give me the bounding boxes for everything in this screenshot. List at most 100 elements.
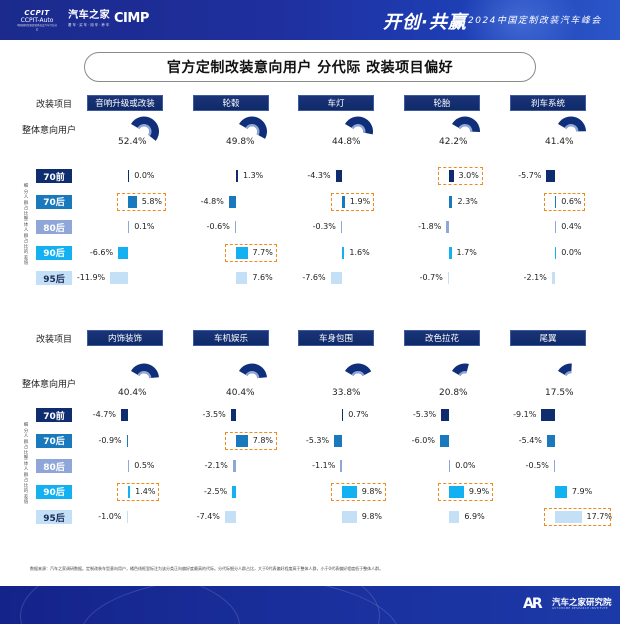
category-header: 刹车系统 <box>510 95 586 111</box>
diff-bar <box>446 221 449 234</box>
diff-bar <box>441 409 449 421</box>
generation-label: 95后 <box>36 510 72 525</box>
diff-bar <box>334 434 342 447</box>
top-preference-highlight-box <box>225 243 277 262</box>
diff-value: -2.5% <box>204 486 228 496</box>
chart-section-1: 改装项目 整体意向用户 细分人群占比整体人群占比的差值 70前 70后 80后 90后 95后… <box>0 95 620 310</box>
diff-bar <box>128 195 137 208</box>
category-header: 车灯 <box>298 95 374 111</box>
diff-value: 0.0% <box>455 461 476 471</box>
diff-value: -2.1% <box>523 273 547 283</box>
overall-intent-value: 41.4% <box>545 137 574 147</box>
slogan: 开创·共赢 <box>383 12 467 33</box>
summit-name: 2024中国定制改装汽车峰会 <box>468 16 602 26</box>
top-preference-highlight-box <box>225 431 277 450</box>
diff-value: 9.9% <box>468 486 490 496</box>
overall-intent-value: 42.2% <box>439 137 468 147</box>
diff-value: 1.3% <box>242 171 264 180</box>
top-preference-highlight-box <box>438 482 493 501</box>
category-row-label: 改装项目 <box>35 100 72 110</box>
diff-value: 1.7% <box>456 247 477 257</box>
vertical-axis-note: 细分人群占比整体人群占比的差值 <box>23 423 29 505</box>
diff-value: -6.0% <box>411 435 435 445</box>
diff-value: 0.7% <box>348 410 369 419</box>
autohome-research-logo-icon: AR <box>523 596 543 612</box>
autohome-logo-sub: 看车·买车·用车·养车 <box>68 23 111 27</box>
diff-value: 9.8% <box>361 486 383 496</box>
diff-bar <box>110 272 128 285</box>
diff-value: -0.7% <box>419 273 443 283</box>
diff-bar <box>236 434 248 447</box>
overall-intent-gauge-icon <box>452 116 480 133</box>
diff-value: 7.6% <box>252 273 273 283</box>
ccpit-logo-text: CCPIT-Auto <box>20 17 54 24</box>
diff-bar <box>449 195 453 208</box>
autohome-logo-text: 汽车之家 <box>68 10 111 21</box>
diff-value: 1.6% <box>349 247 370 257</box>
diff-value: 0.1% <box>134 222 155 232</box>
category-header: 尾翼 <box>510 330 586 346</box>
data-source-footnote: 数据来源：汽车之家调研数据。定制改装车型意向用户，橘色线框里标注为该分类正向偏好… <box>30 566 384 571</box>
category-header: 车机娱乐 <box>193 330 269 346</box>
autohome-research-sub: AUTOHOME RESEARCH INSTITUTE <box>552 607 609 610</box>
overall-intent-value: 20.8% <box>439 388 468 398</box>
diff-bar <box>555 195 557 208</box>
diff-value: -5.4% <box>518 435 542 445</box>
diff-bar <box>551 272 555 285</box>
diff-value: -4.3% <box>307 171 331 180</box>
overall-intent-gauge-icon <box>558 363 572 376</box>
category-header: 内饰装饰 <box>87 330 163 346</box>
diff-value: 0.6% <box>561 196 582 206</box>
overall-intent-gauge-icon <box>131 363 159 379</box>
diff-bar <box>234 221 236 234</box>
category-header: 轮毂 <box>193 95 269 111</box>
diff-bar <box>128 460 130 473</box>
overall-intent-value: 44.8% <box>332 137 361 147</box>
diff-value: -0.3% <box>312 222 336 232</box>
diff-value: 7.7% <box>252 247 273 257</box>
overall-intent-gauge-icon <box>239 116 267 139</box>
diff-bar <box>342 246 345 259</box>
diff-bar <box>340 460 342 473</box>
overall-intent-value: 49.8% <box>226 137 255 147</box>
chart-section-2: 改装项目 整体意向用户 细分人群占比整体人群占比的差值 70前 70后 80后 90后 95后… <box>0 330 620 545</box>
diff-bar <box>555 485 567 498</box>
overall-intent-gauge-icon <box>452 363 469 376</box>
autohome-research-name: 汽车之家研究院 <box>552 598 612 608</box>
diff-value: -0.5% <box>525 461 549 471</box>
diff-value: 0.5% <box>134 461 155 471</box>
category-header: 音响升级或改装 <box>87 95 163 111</box>
generation-label: 70后 <box>36 433 72 448</box>
diff-bar <box>447 272 449 285</box>
overall-intent-value: 40.4% <box>118 388 147 398</box>
diff-value: -5.3% <box>412 410 437 419</box>
diff-bar <box>128 170 130 182</box>
diff-value: -1.0% <box>98 512 122 522</box>
diff-bar <box>120 409 128 421</box>
top-preference-highlight-box <box>544 192 586 211</box>
overall-intent-gauge-icon <box>345 363 372 377</box>
diff-value: 17.7% <box>586 512 612 522</box>
diff-bar <box>232 460 236 473</box>
diff-value: -7.6% <box>302 273 326 283</box>
ccpit-logo-tagline: 中国国际贸易促进委员会汽车行业分会 <box>16 24 57 31</box>
diff-bar <box>342 195 345 208</box>
category-header: 改色拉花 <box>404 330 480 346</box>
category-header: 车身包围 <box>298 330 374 346</box>
diff-bar <box>236 246 248 259</box>
diff-bar <box>449 485 464 498</box>
diff-value: 7.8% <box>252 435 274 445</box>
generation-label: 90后 <box>36 484 72 499</box>
diff-bar <box>449 511 460 524</box>
diff-bar <box>553 460 555 473</box>
diff-value: -3.5% <box>202 410 226 419</box>
overall-intent-value: 40.4% <box>226 388 255 398</box>
top-preference-highlight-box <box>117 192 166 211</box>
overall-intent-gauge-icon <box>131 116 159 141</box>
footer-banner: AR 汽车之家研究院 AUTOHOME RESEARCH INSTITUTE <box>0 586 620 624</box>
overall-intent-value: 52.4% <box>118 137 147 147</box>
diff-bar <box>555 511 582 524</box>
top-preference-highlight-box <box>438 167 483 185</box>
cimp-logo: CIMP <box>114 11 149 26</box>
overall-intent-gauge-icon <box>239 363 267 379</box>
